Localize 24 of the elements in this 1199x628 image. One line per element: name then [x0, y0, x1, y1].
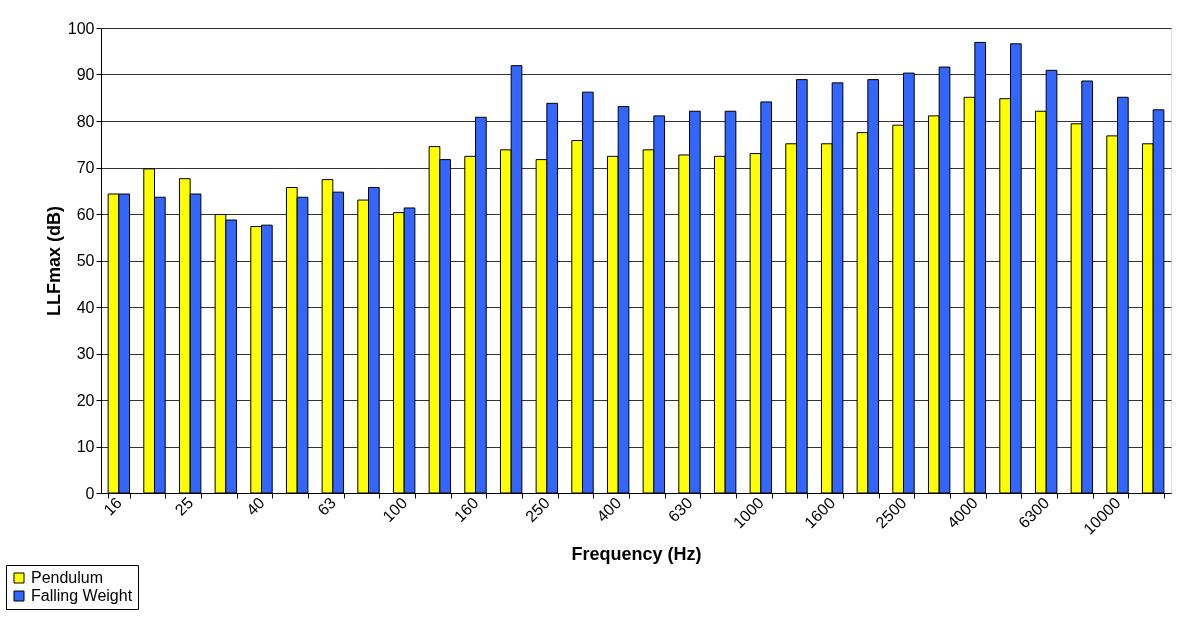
y-tick-label: 100 — [67, 19, 95, 37]
x-tick-label: 250 — [522, 494, 554, 526]
x-tick-label: 400 — [593, 494, 625, 526]
y-tick-label: 70 — [76, 159, 95, 176]
y-tick-label: 30 — [76, 345, 95, 362]
y-tick-label: 50 — [76, 252, 95, 269]
y-tick-label: 80 — [76, 112, 95, 130]
x-tick-label: 160 — [450, 494, 482, 526]
legend-label: Pendulum — [31, 569, 104, 586]
x-tick-label: 630 — [664, 494, 696, 526]
x-axis-title: Frequency (Hz) — [571, 543, 702, 564]
y-tick-label: 60 — [76, 205, 95, 223]
x-tick-label: 63 — [314, 494, 340, 519]
x-tick-label: 16 — [100, 494, 126, 519]
y-axis-title: LLFmax (dB) — [43, 206, 64, 316]
legend-label: Falling Weight — [31, 587, 133, 604]
y-tick-label: 10 — [76, 438, 95, 455]
x-tick-label: 100 — [379, 494, 411, 526]
x-tick-label: 25 — [171, 494, 197, 519]
y-tick-label: 40 — [76, 298, 95, 316]
y-tick-label: 20 — [76, 391, 95, 409]
x-tick-label: 40 — [243, 494, 268, 519]
y-tick-label: 90 — [76, 66, 95, 83]
y-tick-label: 0 — [85, 484, 95, 502]
